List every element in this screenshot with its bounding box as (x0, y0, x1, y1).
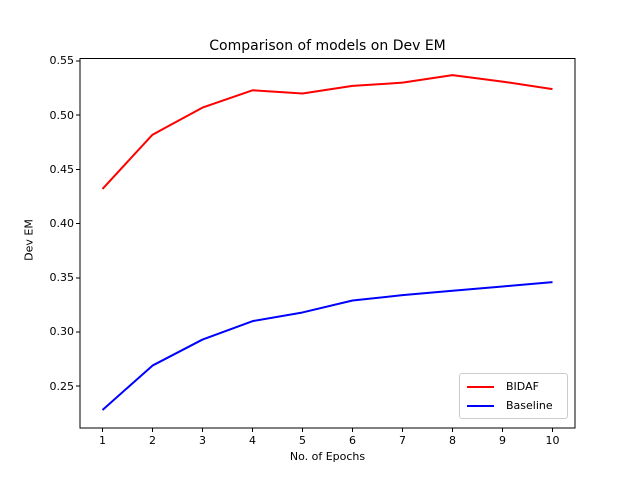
y-tick-label: 0.40 (49, 217, 75, 231)
x-tick-label: 4 (249, 434, 256, 447)
x-tick-label: 8 (449, 434, 456, 447)
x-tick-label: 7 (399, 434, 406, 447)
y-tick-label: 0.45 (49, 162, 75, 176)
y-tick-label: 0.55 (49, 54, 75, 68)
x-tick-label: 6 (349, 434, 356, 447)
legend-item-label: BIDAF (506, 380, 539, 393)
series-layer (101, 74, 553, 411)
chart-title: Comparison of models on Dev EM (209, 38, 446, 54)
x-tick-label: 9 (499, 434, 506, 447)
y-tick-label: 0.35 (49, 271, 75, 285)
axes-layer (76, 58, 576, 432)
axes-frame (79, 58, 576, 429)
x-tick-label: 1 (99, 434, 106, 447)
bidaf-line-sample-icon (467, 385, 494, 388)
y-tick-label: 0.30 (49, 325, 75, 339)
baseline-line (101, 281, 553, 411)
x-tick-label: 3 (199, 434, 206, 447)
bidaf-line (101, 74, 553, 190)
x-tick-label: 5 (299, 434, 306, 447)
x-tick-label: 2 (149, 434, 156, 447)
legend-item-bidaf: BIDAF (460, 379, 567, 394)
y-tick-label: 0.50 (49, 108, 75, 122)
x-tick-label: 10 (545, 434, 560, 447)
legend-item-label: Baseline (506, 399, 553, 412)
y-tick-label: 0.25 (49, 379, 75, 393)
x-axis-label: No. of Epochs (289, 450, 366, 463)
baseline-line-sample-icon (467, 404, 494, 407)
legend: BIDAF Baseline (459, 373, 568, 419)
legend-item-baseline: Baseline (460, 398, 567, 413)
